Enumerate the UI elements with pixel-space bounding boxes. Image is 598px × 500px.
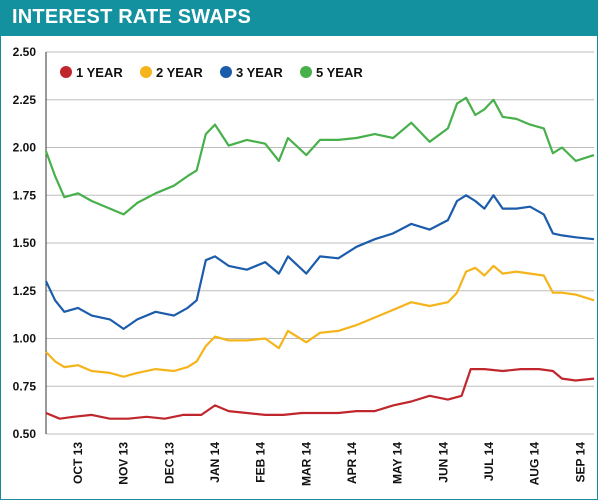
legend-marker: [300, 66, 312, 78]
y-axis-ticks: 0.50 0.75 1.00 1.25 1.50 1.75 2.00 2.25 2.50: [13, 45, 37, 441]
x-tick-label: JAN 14: [208, 442, 222, 483]
y-tick-label: 1.25: [13, 284, 37, 298]
x-tick-label: DEC 13: [162, 442, 176, 484]
series-line-1-year: [45, 368, 595, 420]
y-tick-label: 2.00: [13, 141, 37, 155]
x-tick-label: FEB 14: [254, 442, 268, 483]
y-tick-label: 2.25: [13, 93, 37, 107]
y-tick-label: 0.75: [13, 379, 37, 393]
legend-label: 2 YEAR: [156, 65, 203, 80]
y-tick-label: 1.50: [13, 236, 37, 250]
x-axis-ticks: OCT 13 NOV 13 DEC 13 JAN 14 FEB 14 MAR 14 APR …: [71, 442, 587, 486]
x-tick-label: SEP 14: [573, 442, 587, 483]
title-bar: INTEREST RATE SWAPS: [0, 0, 598, 36]
y-tick-label: 1.00: [13, 332, 37, 346]
x-tick-label: AUG 14: [528, 442, 542, 486]
legend-marker: [60, 66, 72, 78]
x-tick-label: JUN 14: [436, 442, 450, 483]
line-chart: 0.50 0.75 1.00 1.25 1.50 1.75 2.00 2.25 2.50 OCT…: [13, 45, 595, 486]
legend-label: 3 YEAR: [236, 65, 283, 80]
x-tick-label: JUL 14: [482, 442, 496, 481]
x-tick-label: MAR 14: [299, 442, 313, 486]
x-tick-label: APR 14: [345, 442, 359, 484]
x-tick-label: NOV 13: [117, 442, 131, 485]
series-lines: [44, 96, 595, 420]
legend-label: 5 YEAR: [316, 65, 363, 80]
y-tick-label: 0.50: [13, 427, 37, 441]
series-line-2-year: [45, 264, 595, 378]
legend-marker: [220, 66, 232, 78]
gridlines: [45, 51, 594, 435]
series-line-5-year: [44, 96, 595, 216]
y-tick-label: 1.75: [13, 188, 37, 202]
x-tick-label: OCT 13: [71, 442, 85, 484]
legend-label: 1 YEAR: [76, 65, 123, 80]
legend: 1 YEAR 2 YEAR 3 YEAR 5 YEAR: [60, 65, 363, 80]
x-tick-label: MAY 14: [391, 442, 405, 484]
y-tick-label: 2.50: [13, 45, 37, 59]
chart-title: INTEREST RATE SWAPS: [12, 6, 252, 28]
legend-marker: [140, 66, 152, 78]
series-line-3-year: [45, 194, 595, 330]
